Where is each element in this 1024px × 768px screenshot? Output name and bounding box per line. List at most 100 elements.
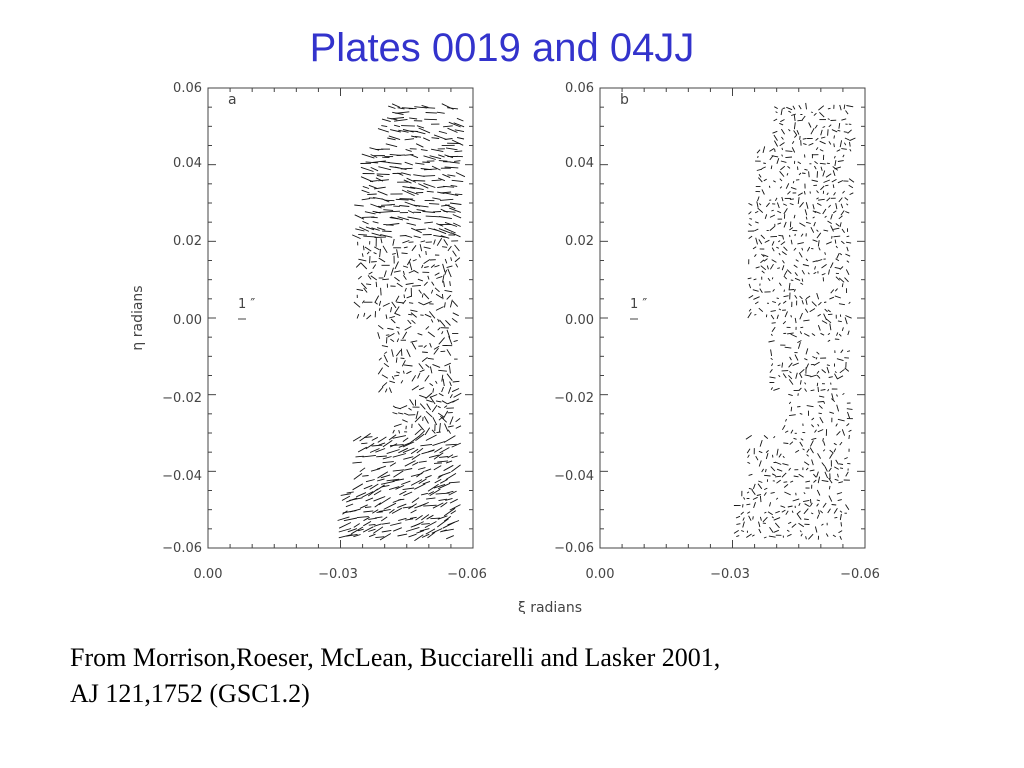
- vector-mark: [828, 495, 833, 502]
- vector-mark: [407, 210, 415, 214]
- vector-mark: [421, 514, 430, 521]
- y-tick-label: 0.00: [173, 313, 202, 328]
- vector-mark: [783, 295, 789, 298]
- vector-mark: [798, 387, 802, 391]
- vector-mark: [796, 510, 801, 515]
- vector-mark: [833, 155, 836, 159]
- vector-mark: [384, 199, 395, 202]
- scale-label: 1 ″: [630, 297, 647, 312]
- vector-mark: [748, 211, 752, 215]
- vector-mark: [387, 333, 395, 338]
- vector-mark: [747, 454, 750, 458]
- vector-mark: [774, 106, 778, 109]
- vector-mark: [836, 394, 838, 397]
- x-tick-label: −0.03: [318, 567, 358, 582]
- vector-mark: [370, 468, 381, 472]
- vector-mark: [443, 464, 454, 472]
- vector-mark: [839, 222, 842, 228]
- vector-mark: [439, 447, 450, 454]
- vector-mark: [343, 517, 358, 522]
- vector-mark: [792, 362, 799, 367]
- vector-mark: [778, 453, 782, 458]
- vector-mark: [452, 380, 460, 383]
- vector-mark: [805, 536, 807, 540]
- vector-mark: [841, 240, 845, 245]
- vector-mark: [782, 260, 785, 264]
- vector-mark: [805, 363, 810, 369]
- vector-mark: [784, 430, 789, 433]
- vector-mark: [748, 223, 752, 227]
- vector-mark: [376, 511, 383, 513]
- vector-mark: [816, 351, 820, 355]
- vector-mark: [748, 295, 754, 299]
- vector-mark: [798, 368, 805, 375]
- vector-mark: [783, 208, 788, 215]
- vector-mark: [383, 362, 390, 368]
- vector-mark: [798, 502, 801, 506]
- vector-mark: [373, 523, 382, 527]
- vector-mark: [442, 246, 448, 248]
- vector-mark: [376, 478, 385, 482]
- vector-mark: [421, 294, 424, 298]
- vector-mark: [845, 110, 849, 115]
- vector-mark: [848, 434, 850, 440]
- vector-mark: [838, 303, 845, 306]
- vector-mark: [406, 177, 417, 183]
- vector-mark: [776, 297, 779, 300]
- vector-mark: [426, 514, 434, 520]
- vector-mark: [774, 461, 782, 465]
- vector-mark: [810, 127, 815, 135]
- vector-mark: [383, 270, 387, 278]
- vector-mark: [366, 283, 372, 286]
- y-tick-label: −0.02: [554, 391, 594, 406]
- vector-mark: [848, 429, 852, 433]
- vector-mark: [804, 503, 810, 507]
- vector-mark: [438, 228, 452, 234]
- vector-mark: [834, 160, 837, 166]
- y-tick-label: −0.04: [162, 469, 202, 484]
- vector-mark: [366, 314, 372, 320]
- vector-mark: [781, 154, 783, 157]
- vector-mark: [427, 275, 430, 280]
- vector-mark: [428, 491, 435, 495]
- vector-mark: [780, 160, 787, 163]
- vector-mark: [455, 425, 462, 429]
- vector-mark: [414, 428, 422, 436]
- vector-mark: [799, 412, 803, 415]
- vector-mark: [432, 416, 438, 426]
- vector-mark: [376, 174, 384, 178]
- vector-mark: [755, 221, 759, 224]
- vector-mark: [778, 252, 781, 256]
- vector-mark: [444, 192, 459, 197]
- vector-mark: [380, 287, 382, 296]
- vector-mark: [770, 165, 773, 170]
- vector-mark: [805, 480, 811, 483]
- vector-mark: [422, 161, 430, 163]
- vector-mark: [401, 252, 408, 255]
- vector-mark: [452, 214, 462, 219]
- vector-mark: [781, 362, 784, 368]
- vector-mark: [811, 437, 817, 441]
- vector-mark: [837, 499, 842, 502]
- vector-mark: [356, 288, 364, 291]
- vector-mark: [790, 480, 794, 483]
- vector-mark: [451, 455, 458, 459]
- vector-mark: [453, 339, 458, 343]
- vector-mark: [438, 498, 447, 502]
- vector-mark: [406, 222, 417, 226]
- vector-mark: [818, 509, 820, 515]
- vector-mark: [449, 394, 453, 399]
- vector-mark: [839, 140, 843, 148]
- vector-mark: [355, 228, 365, 232]
- vector-mark: [848, 301, 851, 305]
- vector-mark: [380, 474, 391, 479]
- vector-mark: [810, 512, 814, 515]
- vector-mark: [407, 319, 412, 325]
- vector-mark: [795, 372, 798, 379]
- vector-mark: [820, 332, 825, 336]
- vector-mark: [404, 153, 414, 156]
- vector-mark: [399, 205, 410, 207]
- vector-mark: [779, 171, 785, 177]
- vector-mark: [840, 522, 842, 527]
- vector-mark: [758, 480, 763, 483]
